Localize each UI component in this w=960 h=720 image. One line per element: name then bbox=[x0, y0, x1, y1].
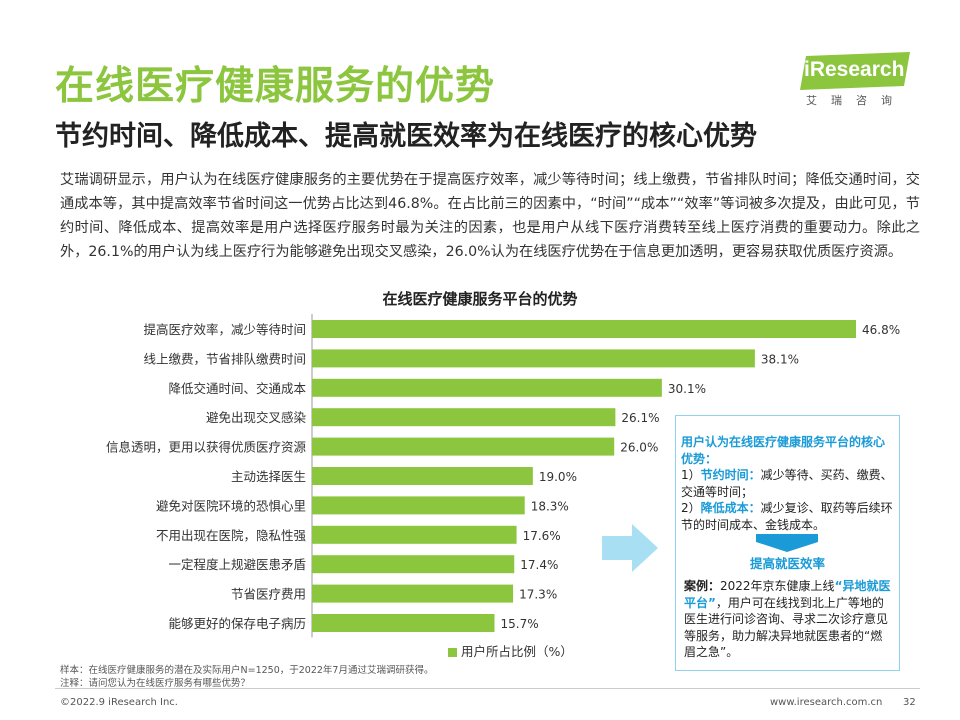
category-label: 避免出现交叉感染 bbox=[206, 410, 307, 425]
data-label: 19.0% bbox=[539, 470, 577, 484]
category-label: 能够更好的保存电子病历 bbox=[168, 616, 306, 631]
bar bbox=[312, 349, 755, 368]
category-label: 主动选择医生 bbox=[231, 469, 306, 484]
data-label: 26.1% bbox=[621, 411, 659, 425]
right-arrow-icon bbox=[602, 524, 658, 572]
data-label: 38.1% bbox=[761, 352, 799, 366]
data-label: 17.3% bbox=[519, 588, 557, 602]
category-label: 节省医疗费用 bbox=[231, 587, 306, 602]
bar bbox=[312, 584, 514, 603]
data-label: 30.1% bbox=[668, 382, 706, 396]
copyright: ©2022.9 iResearch Inc. bbox=[60, 697, 178, 708]
bar bbox=[312, 614, 495, 632]
question-note: 注释：请问您认为在线医疗服务有哪些优势？ bbox=[60, 678, 251, 689]
chart-title: 在线医疗健康服务平台的优势 bbox=[382, 290, 578, 308]
data-label: 26.0% bbox=[620, 441, 658, 455]
legend-swatch bbox=[448, 648, 457, 657]
category-label: 降低交通时间、交通成本 bbox=[168, 381, 306, 396]
callout-question: 用户认为在线医疗健康服务平台的核心优势： bbox=[681, 435, 886, 466]
category-label: 提高医疗效率，减少等待时间 bbox=[143, 322, 306, 337]
item2-text: 减少复诊、取药等后续环节的时间成本、金钱成本。 bbox=[681, 501, 893, 532]
footer-divider bbox=[55, 688, 920, 689]
callout-case: 案例：2022年京东健康上线“异地就医平台”，用户可在线找到北上广等地的医生进行… bbox=[684, 578, 892, 661]
data-label: 18.3% bbox=[531, 499, 569, 513]
page-subtitle: 节约时间、降低成本、提高就医效率为在线医疗的核心优势 bbox=[55, 121, 757, 152]
logo-badge-icon bbox=[800, 52, 910, 90]
case-label: 案例： bbox=[684, 579, 721, 593]
case-text-2: ，用户可在线找到北上广等地的医生进行问诊咨询、寻求二次诊疗意见等服务，助力解决异… bbox=[684, 595, 889, 660]
bar bbox=[312, 320, 856, 338]
category-label: 信息透明，更用以获得优质医疗资源 bbox=[106, 440, 307, 455]
category-label: 不用出现在医院，隐私性强 bbox=[156, 528, 307, 543]
bar bbox=[312, 555, 515, 574]
bar bbox=[312, 408, 616, 427]
page-number: 32 bbox=[903, 697, 916, 708]
footnotes: 样本：在线医疗健康服务的潜在及实际用户N=1250，于2022年7月通过艾瑞调研… bbox=[60, 664, 433, 690]
item1-prefix: 1） bbox=[681, 468, 701, 482]
category-label: 线上缴费，节省排队缴费时间 bbox=[143, 351, 306, 366]
bar bbox=[312, 496, 525, 515]
callout-item-1: 1）节约时间：减少等待、买药、缴费、交通等时间； bbox=[681, 467, 893, 500]
bar bbox=[312, 525, 517, 544]
item2-key: 降低成本： bbox=[700, 501, 761, 515]
category-label: 一定程度上规避医患矛盾 bbox=[168, 557, 306, 572]
intro-paragraph: 艾瑞调研显示，用户认为在线医疗健康服务的主要优势在于提高医疗效率，减少等待时间；… bbox=[60, 172, 920, 260]
data-label: 17.6% bbox=[523, 529, 561, 543]
case-highlight: “异地就医平台” bbox=[684, 579, 891, 610]
callout-body: 用户认为在线医疗健康服务平台的核心优势： 1）节约时间：减少等待、买药、缴费、交… bbox=[681, 434, 893, 533]
website-url: www.iresearch.com.cn bbox=[770, 697, 883, 708]
case-text-1: 2022年京东健康上线 bbox=[720, 579, 835, 593]
logo-subtitle: 艾瑞咨询 bbox=[806, 94, 906, 107]
item1-key: 节约时间： bbox=[700, 468, 761, 482]
callout-conclusion: 提高就医效率 bbox=[749, 556, 825, 571]
bar bbox=[312, 437, 615, 456]
callout-item-2: 2）降低成本：减少复诊、取药等后续环节的时间成本、金钱成本。 bbox=[681, 500, 893, 533]
bar bbox=[312, 467, 533, 485]
sample-note: 样本：在线医疗健康服务的潜在及实际用户N=1250，于2022年7月通过艾瑞调研… bbox=[60, 665, 434, 676]
data-label: 17.4% bbox=[520, 558, 558, 572]
page-title: 在线医疗健康服务的优势 bbox=[55, 64, 496, 109]
logo-name: iResearch bbox=[804, 58, 905, 81]
item2-prefix: 2） bbox=[681, 501, 701, 515]
chart-legend: 用户所占比例（%） bbox=[448, 641, 573, 660]
category-label: 避免对医院环境的恐惧心里 bbox=[156, 498, 306, 513]
legend-label: 用户所占比例（%） bbox=[461, 644, 573, 659]
data-label: 46.8% bbox=[862, 323, 900, 337]
iresearch-logo: iResearch 艾瑞咨询 bbox=[790, 48, 920, 108]
data-label: 15.7% bbox=[500, 617, 538, 631]
item1-text: 减少等待、买药、缴费、交通等时间； bbox=[681, 468, 893, 499]
bar bbox=[312, 378, 662, 397]
callout-box: 用户认为在线医疗健康服务平台的核心优势： 1）节约时间：减少等待、买药、缴费、交… bbox=[675, 415, 900, 671]
down-arrow-icon bbox=[756, 534, 818, 552]
